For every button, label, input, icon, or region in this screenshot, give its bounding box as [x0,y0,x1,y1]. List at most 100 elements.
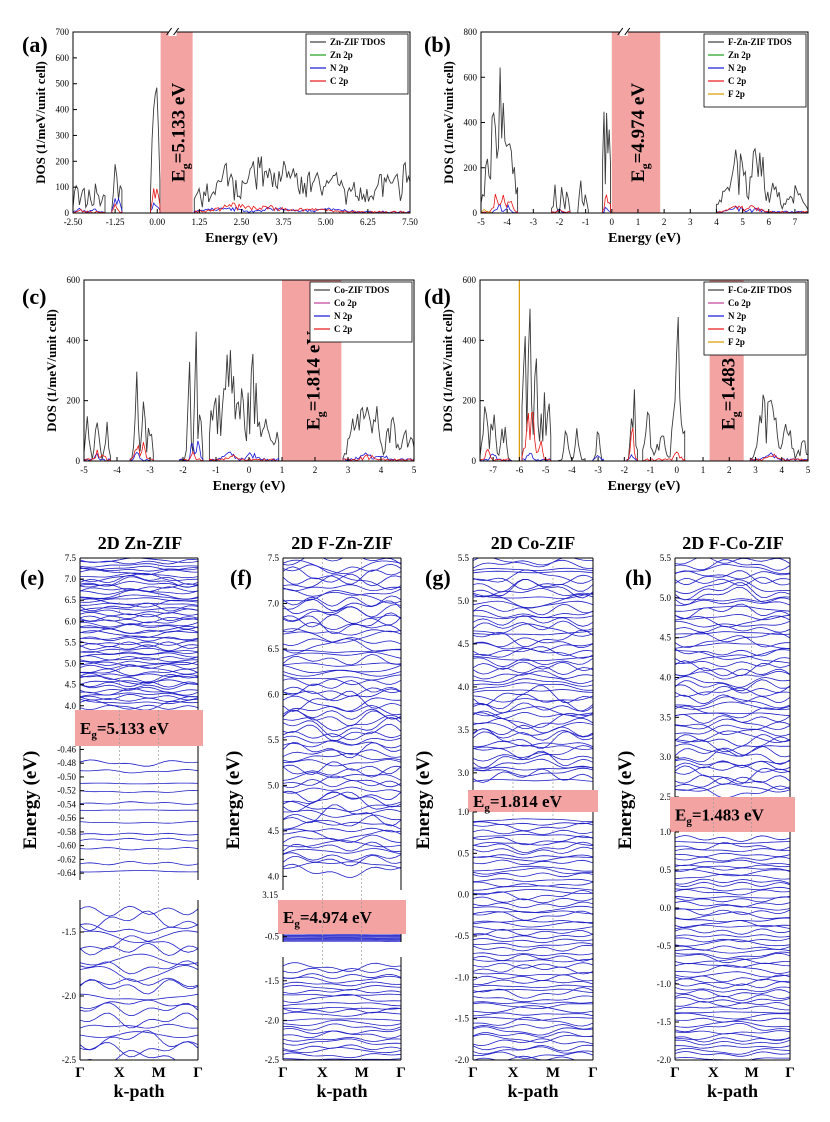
band-line [473,952,593,957]
band-line [675,978,790,986]
band-line [675,615,790,628]
legend: F-Co-ZIF TDOS Co 2p N 2p C 2p F 2p [703,281,807,356]
band-line [283,1030,401,1039]
band-line [283,800,401,812]
y-tick-label: 400 [56,105,70,115]
band-line [283,765,401,778]
y-tick-label: 7.0 [268,598,280,608]
panel-label: (a) [22,32,48,57]
band-line [675,654,790,664]
band-line [80,870,198,873]
band-line [80,965,198,982]
y-tick-label: 600 [56,53,70,63]
band-line [473,833,593,838]
y-tick-label: 100 [56,182,70,192]
band-line [675,785,790,797]
legend-entry: Zn 2p [330,50,353,60]
y-tick-label: -2.0 [657,1055,672,1065]
band-line [80,597,198,603]
band-line [473,841,593,853]
legend-entry: Co 2p [728,298,751,308]
band-line [675,647,790,657]
band-line [675,864,790,868]
band-line [675,558,790,565]
band-line [80,608,198,616]
band-line [675,667,790,677]
x-tick-label: 7.50 [402,217,418,227]
legend-entry: N 2p [334,311,352,321]
band-section-gap: Eg=1.483 eV [670,797,795,832]
band-line [283,786,401,794]
band-line [80,698,198,705]
band-line [283,688,401,702]
x-axis-label: Energy (eV) [205,231,278,246]
band-line [80,832,198,836]
panel-label: (e) [20,565,44,590]
y-tick-label: 7.5 [268,553,280,563]
x-tick-label: 2 [313,465,318,475]
band-line [283,606,401,622]
band-section-conduction: 2.5 3.0 3.5 4.0 4.5 5.0 5.5 [660,553,791,802]
band-line [80,664,198,670]
band-line [675,908,790,916]
y-axis-label: Energy (eV) [413,751,434,850]
band-line [473,1051,593,1059]
band-line [473,974,593,982]
band-line [675,734,790,747]
band-line [675,993,790,1001]
band-line [283,739,401,749]
y-axis-label: DOS (1/meV/unit cell) [44,309,59,432]
band-line [80,935,198,953]
band-line [80,647,198,653]
x-axis-label: Energy (eV) [213,479,286,494]
band-line [473,609,593,619]
band-line [473,702,593,714]
gap-label-value: =1.483 eV [692,806,765,825]
band-line [283,680,401,696]
band-line [283,573,401,587]
band-line [283,1044,401,1051]
band-section-valence: 1.0 0.5 0.0 -0.5 -1.0 -1.5 -2.0 [657,827,791,1065]
y-tick-label: 4.5 [458,639,470,649]
band-line [675,881,790,888]
band-line [675,859,790,867]
band-line [473,615,593,627]
y-tick-label: 3.15 [262,890,278,900]
gap-label: Eg=1.483 eV [675,806,765,828]
gap-label-sub: g [484,802,490,814]
band-line [473,1005,593,1014]
band-line [473,661,593,672]
band-line [283,1002,401,1007]
legend-entry: Co 2p [334,298,357,308]
band-line [80,860,198,866]
band-panel-g: 2D Co-ZIF (g) 3.0 3.5 4.0 4.5 5.0 5.5 Eg=1.814 e… [413,533,598,1101]
band-line [80,993,198,1001]
gap-label-value: =1.814 eV [304,331,325,412]
bands [80,759,198,873]
band-line [675,620,790,628]
y-tick-label: 4.0 [458,682,470,692]
dos-series-c-2p [83,442,415,462]
x-tick-label: -2 [556,217,564,227]
band-line [283,841,401,853]
band-line [80,576,198,588]
dos-series-tdos [72,87,411,213]
x-tick-label: 4 [714,217,719,227]
band-line [473,841,593,846]
y-tick-label: 0 [65,208,70,218]
band-line [473,920,593,924]
gap-label-main: E [169,169,190,182]
legend-entry: Zn-ZIF TDOS [330,37,385,47]
band-line [473,885,593,891]
x-tick-label: -3 [146,465,154,475]
band-line [283,814,401,827]
kpoint-label: X [114,1065,125,1081]
band-line [675,924,790,929]
band-line [473,710,593,728]
band-line [283,574,401,590]
y-tick-label: 0.5 [458,848,470,858]
band-line [283,1038,401,1046]
band-line [473,953,593,962]
band-line [283,612,401,635]
